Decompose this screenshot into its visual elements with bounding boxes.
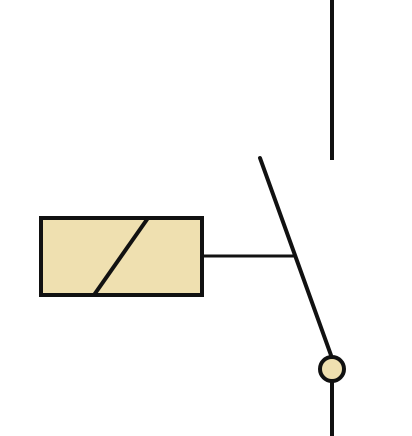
moving-contact-blade <box>258 156 334 360</box>
pivot-terminal-circle <box>318 355 346 383</box>
coil-diagonal-mark <box>92 216 150 297</box>
